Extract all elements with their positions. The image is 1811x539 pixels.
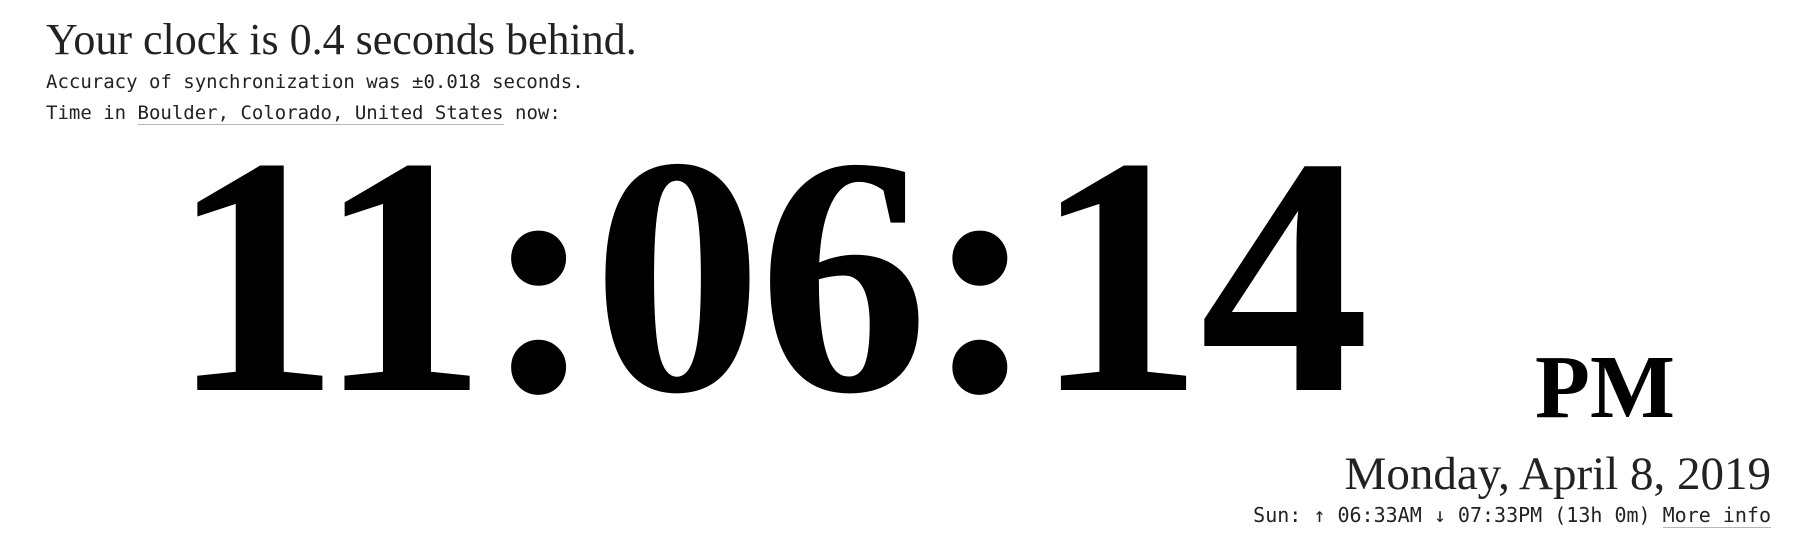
day-length: (13h 0m)	[1554, 503, 1651, 527]
location-prefix: Time in	[46, 102, 138, 124]
more-info-link[interactable]: More info	[1662, 503, 1771, 528]
sync-accuracy-text: Accuracy of synchronization was ±0.018 s…	[46, 71, 584, 93]
location-suffix: now:	[503, 102, 561, 124]
sunset-time: 07:33PM	[1457, 503, 1543, 527]
sunset-arrow-icon: ↓	[1433, 503, 1446, 527]
location-line: Time in Boulder, Colorado, United States…	[46, 101, 561, 125]
clock-offset-message: Your clock is 0.4 seconds behind.	[46, 15, 637, 64]
clock-time: 11:06:14	[170, 87, 1370, 464]
sun-prefix: Sun:	[1253, 503, 1314, 527]
current-date: Monday, April 8, 2019	[1344, 448, 1771, 500]
sunrise-time: 06:33AM	[1337, 503, 1422, 527]
clock-ampm: PM	[1535, 338, 1675, 437]
location-link[interactable]: Boulder, Colorado, United States	[137, 102, 504, 125]
sunrise-arrow-icon: ↑	[1313, 503, 1326, 527]
sun-times: Sun: ↑ 06:33AM ↓ 07:33PM (13h 0m) More i…	[1253, 502, 1771, 528]
